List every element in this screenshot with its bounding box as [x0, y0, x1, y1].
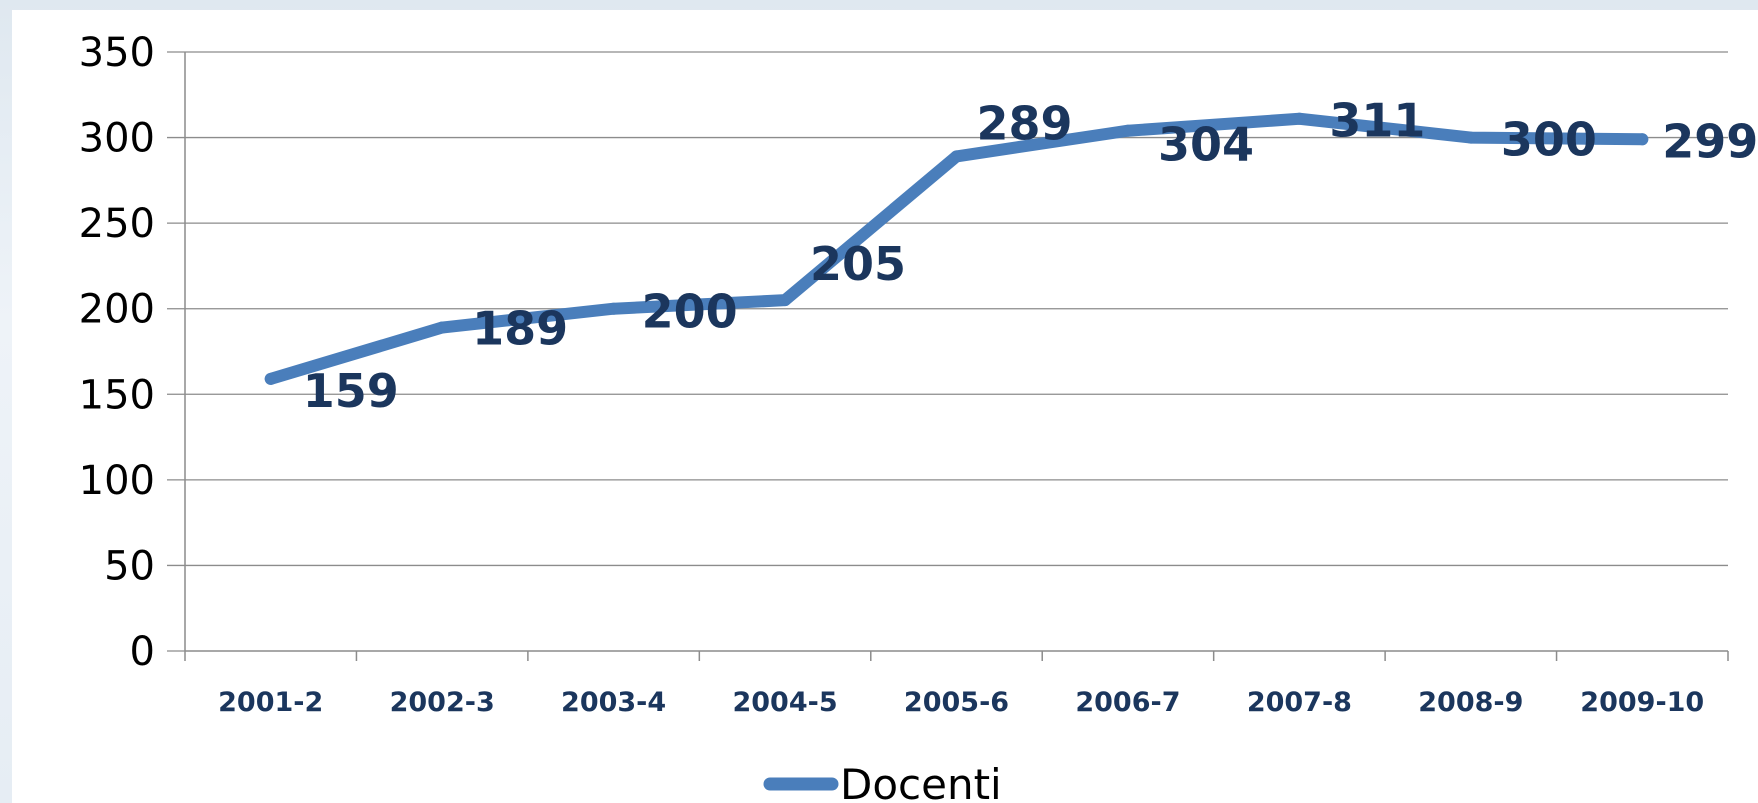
x-tick-label-2008-9: 2008-9 [1418, 687, 1523, 718]
y-tick-label-300: 300 [79, 116, 155, 162]
data-label-2007-8: 311 [1329, 94, 1425, 148]
y-tick-label-50: 50 [104, 543, 155, 589]
y-tick-label-0: 0 [130, 629, 155, 675]
legend-label-docenti: Docenti [840, 760, 1002, 803]
legend: Docenti [763, 760, 1002, 803]
data-point-2004-5 [779, 294, 792, 307]
series-docenti [264, 112, 1649, 385]
data-point-2002-3 [436, 321, 449, 334]
y-axis-tick-labels: 0 50 100 150 200 250 300 350 [79, 30, 155, 675]
axes [167, 51, 1729, 661]
data-label-2003-4: 200 [642, 285, 738, 339]
y-tick-label-200: 200 [79, 287, 155, 333]
data-point-2003-4 [607, 302, 620, 315]
data-point-2009-10 [1636, 133, 1649, 146]
y-tick-label-100: 100 [79, 458, 155, 504]
x-tick-label-2007-8: 2007-8 [1247, 687, 1352, 718]
x-tick-label-2001-2: 2001-2 [218, 687, 323, 718]
x-tick-label-2002-3: 2002-3 [390, 687, 495, 718]
data-label-2006-7: 304 [1158, 118, 1254, 172]
data-labels: 159 189 200 205 289 304 311 300 299 [303, 94, 1758, 418]
x-tick-label-2004-5: 2004-5 [732, 687, 837, 718]
y-tick-label-350: 350 [79, 30, 155, 76]
x-tick-label-2009-10: 2009-10 [1580, 687, 1704, 718]
data-point-2005-6 [950, 150, 963, 163]
y-tick-label-150: 150 [79, 372, 155, 418]
data-label-2005-6: 289 [977, 96, 1073, 150]
gridlines [185, 51, 1728, 567]
data-label-2002-3: 189 [472, 302, 568, 356]
y-tick-label-250: 250 [79, 201, 155, 247]
x-tick-label-2003-4: 2003-4 [561, 687, 666, 718]
x-tick-label-2006-7: 2006-7 [1075, 687, 1180, 718]
data-point-2008-9 [1464, 131, 1477, 144]
data-point-2007-8 [1293, 112, 1306, 125]
x-axis-tick-labels: 2001-2 2002-3 2003-4 2004-5 2005-6 2006-7 2007… [218, 687, 1704, 718]
data-label-2008-9: 300 [1501, 113, 1597, 167]
data-label-2004-5: 205 [810, 237, 906, 291]
data-label-2009-10: 299 [1662, 114, 1758, 168]
data-point-2001-2 [264, 372, 277, 385]
data-point-2006-7 [1121, 124, 1134, 137]
data-label-2001-2: 159 [303, 364, 399, 418]
x-tick-label-2005-6: 2005-6 [904, 687, 1009, 718]
